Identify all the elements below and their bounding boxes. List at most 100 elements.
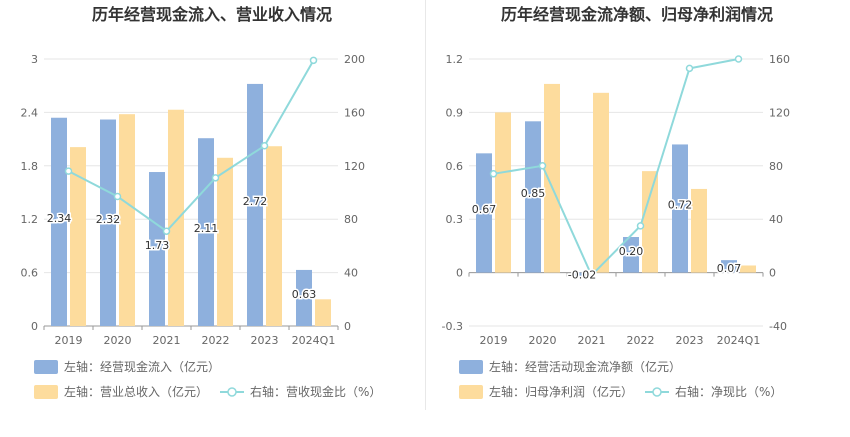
x-tick-label: 2022: [627, 334, 655, 347]
bar-right-series: [544, 83, 560, 273]
right-tick-label: 0: [769, 267, 776, 280]
legend-swatch-point: [227, 387, 237, 397]
left-tick-label: 1.8: [21, 160, 39, 173]
right-tick-label: 120: [344, 160, 365, 173]
line-point: [587, 271, 596, 280]
line-point: [685, 64, 694, 73]
bar-right-series: [740, 265, 756, 273]
chart-title: 历年经营现金流入、营业收入情况: [92, 5, 332, 24]
left-tick-label: 0: [456, 267, 463, 280]
data-label: 0.72: [668, 199, 693, 212]
bar-left-series: [721, 260, 737, 273]
x-tick-label: 2023: [676, 334, 704, 347]
left-tick-label: 2.4: [21, 106, 39, 119]
left-tick-label: 0.9: [446, 106, 464, 119]
right-tick-label: 200: [344, 53, 365, 66]
bar-left-series: [525, 121, 541, 273]
bar-left-series: [247, 83, 263, 326]
legend-label: 右轴：净现比（%）: [675, 384, 782, 399]
legend-label: 右轴：营收现金比（%）: [250, 384, 381, 399]
panel-divider: [425, 0, 426, 410]
legend-label: 左轴：经营现金流入（亿元）: [64, 359, 220, 374]
bar-left-series: [574, 272, 590, 277]
bars: [51, 83, 331, 327]
bar-right-series: [119, 114, 135, 327]
left-tick-label: 0.6: [446, 160, 464, 173]
left-tick-label: 0: [31, 320, 38, 333]
data-label: 0.67: [472, 203, 497, 216]
net-cash-flow-profit-chart: 历年经营现金流净额、归母净利润情况 -0.3 0 0.3 0.6 0.9 1.2 -40 0 40…: [425, 0, 850, 437]
bar-right-series: [495, 112, 511, 273]
legend-swatch: [34, 385, 58, 399]
x-tick-label: 2024Q1: [717, 334, 761, 347]
line-point: [489, 170, 498, 178]
line-point: [64, 167, 73, 175]
line-point: [734, 55, 743, 63]
chart-title: 历年经营现金流净额、归母净利润情况: [501, 5, 773, 24]
data-label: 2.11: [194, 222, 219, 235]
right-tick-label: 40: [344, 267, 358, 280]
bar-right-series: [266, 146, 282, 326]
bar-right-series: [691, 188, 707, 273]
bar-right-series: [315, 299, 331, 326]
line-point: [162, 227, 171, 235]
right-tick-label: 80: [769, 160, 783, 173]
bar-left-series: [672, 144, 688, 273]
legend-item: 右轴：营收现金比（%）: [220, 384, 381, 399]
data-label: -0.02: [568, 269, 596, 282]
x-tick-label: 2020: [529, 334, 557, 347]
bar-right-series: [70, 147, 86, 326]
legend-swatch-point: [652, 387, 662, 397]
x-tick-label: 2023: [251, 334, 279, 347]
chart-svg-1: 历年经营现金流净额、归母净利润情况 -0.3 0 0.3 0.6 0.9 1.2 -40 0 40…: [442, 5, 790, 399]
x-tick-label: 2019: [480, 334, 508, 347]
legend-label: 左轴：经营活动现金流净额（亿元）: [489, 359, 681, 374]
left-tick-label: -0.3: [442, 320, 463, 333]
right-tick-label: -40: [769, 320, 787, 333]
data-label: 2.34: [47, 212, 72, 225]
bar-left-series: [623, 237, 639, 273]
line-point: [260, 142, 269, 150]
left-tick-label: 3: [31, 53, 38, 66]
x-tick-label: 2022: [202, 334, 230, 347]
data-label: 0.85: [521, 187, 546, 200]
line-point: [538, 162, 547, 170]
legend-item: 左轴：经营活动现金流净额（亿元）: [459, 359, 681, 374]
bar-right-series: [217, 157, 233, 326]
bar-left-series: [149, 172, 165, 326]
data-label: 0.20: [619, 245, 644, 258]
x-tick-label: 2021: [153, 334, 181, 347]
legend-swatch: [34, 360, 58, 374]
legend-item: 右轴：净现比（%）: [645, 384, 782, 399]
x-tick-label: 2024Q1: [292, 334, 336, 347]
data-label: 2.72: [243, 195, 268, 208]
bar-right-series: [168, 109, 184, 326]
left-tick-label: 1.2: [21, 213, 39, 226]
line-point: [309, 56, 318, 65]
line-series-path: [68, 59, 315, 233]
bar-left-series: [51, 117, 67, 327]
data-label: 0.07: [717, 262, 742, 275]
data-label: 2.32: [96, 213, 121, 226]
data-label: 1.73: [145, 239, 170, 252]
legend-label: 左轴：营业总收入（亿元）: [64, 384, 208, 399]
legend-swatch: [459, 385, 483, 399]
legend-item: 左轴：营业总收入（亿元）: [34, 384, 208, 399]
x-tick-label: 2019: [55, 334, 83, 347]
bar-left-series: [100, 119, 116, 327]
right-tick-label: 0: [344, 320, 351, 333]
left-tick-label: 0.6: [21, 267, 39, 280]
bar-right-series: [642, 171, 658, 273]
line-series: [64, 56, 318, 235]
bar-left-series: [476, 153, 492, 273]
data-label: 0.63: [292, 288, 317, 301]
line-series: [489, 55, 743, 280]
legend-item: 左轴：归母净利润（亿元）: [459, 384, 633, 399]
line-point: [211, 174, 220, 182]
right-tick-label: 40: [769, 213, 783, 226]
legend-item: 左轴：经营现金流入（亿元）: [34, 359, 220, 374]
left-tick-label: 1.2: [446, 53, 464, 66]
left-tick-label: 0.3: [446, 213, 464, 226]
bar-right-series: [593, 92, 609, 273]
